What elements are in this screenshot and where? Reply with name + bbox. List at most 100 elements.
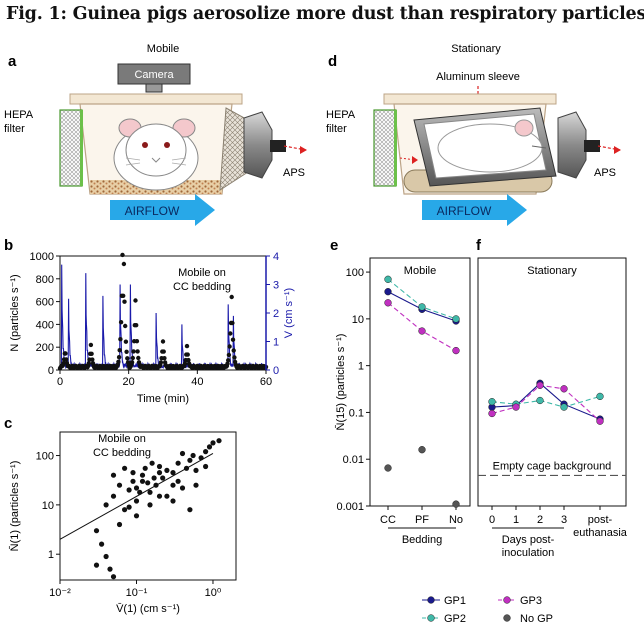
aps-label-d: APS xyxy=(594,167,616,179)
y-tick-label-e: 1 xyxy=(358,361,364,373)
annotation-c-1: Mobile on xyxy=(98,433,146,445)
series-point-e-gp3 xyxy=(384,299,392,307)
y-tick-label-b: 600 xyxy=(36,297,54,309)
series-point-f-gp3 xyxy=(512,403,520,411)
aps-label-a: APS xyxy=(283,167,305,179)
scatter-point-c xyxy=(206,444,213,450)
series-N-point xyxy=(182,361,188,366)
series-N-point xyxy=(226,352,232,358)
x-tick-label-c: 10⁻² xyxy=(49,587,71,599)
scatter-point-c xyxy=(156,493,163,499)
y-label-left-b: N (particles s⁻¹) xyxy=(9,274,21,351)
scatter-point-c xyxy=(190,452,196,459)
scatter-point-c xyxy=(149,460,155,466)
title-f: Stationary xyxy=(527,265,577,277)
scatter-point-c xyxy=(198,455,204,461)
y2-tick-label-b: 3 xyxy=(273,280,279,292)
scatter-point-c xyxy=(130,470,136,476)
series-N-point xyxy=(134,339,140,344)
scatter-point-c xyxy=(99,541,105,547)
series-N-point xyxy=(63,357,69,362)
plot-frame-e xyxy=(369,257,471,507)
scatter-point-c xyxy=(116,521,123,528)
series-N-point xyxy=(116,355,122,360)
series-N-point xyxy=(86,361,92,366)
legend-label-2: GP3 xyxy=(520,595,542,607)
series-N-point xyxy=(230,337,236,342)
series-point-f-gp2 xyxy=(596,392,604,401)
series-N-point xyxy=(232,355,237,360)
hepa-d-label-1: HEPA xyxy=(326,109,356,121)
x-tick-label-f: 1 xyxy=(513,514,519,526)
series-N-point xyxy=(118,337,123,342)
scatter-point-c xyxy=(103,502,109,508)
series-point-e-gp1 xyxy=(384,288,392,296)
series-N-point xyxy=(226,358,231,363)
scatter-point-c xyxy=(179,485,186,491)
x-tick-label-f: 3 xyxy=(561,514,567,526)
scatter-point-c xyxy=(175,460,181,466)
y-tick-label-e: 0.001 xyxy=(336,501,364,513)
scatter-point-c xyxy=(116,482,123,488)
scatter-point-c xyxy=(110,574,117,580)
series-point-f-gp3 xyxy=(560,385,568,393)
figure-title: Fig. 1: Guinea pigs aerosolize more dust… xyxy=(6,4,644,24)
scatter-point-c xyxy=(156,470,163,476)
series-line-e-gp2 xyxy=(387,278,457,320)
scatter-point-c xyxy=(187,507,193,513)
x-tick-label-f-post-1: post- xyxy=(588,514,613,526)
x-tick-label-e: CC xyxy=(380,514,396,526)
scatter-point-c xyxy=(137,489,143,495)
legend-label-3: No GP xyxy=(520,613,553,625)
series-point-e-no-gp xyxy=(418,446,426,454)
panel-e-letter: e xyxy=(330,237,338,254)
scatter-point-c xyxy=(107,566,113,572)
x-tick-label-e: No xyxy=(449,514,463,526)
scatter-point-c xyxy=(175,478,181,484)
scatter-point-c xyxy=(170,498,176,504)
legend: GP1 GP2 GP3 No GP xyxy=(422,595,553,625)
scatter-point-c xyxy=(142,465,148,471)
scatter-point-c xyxy=(139,478,146,484)
y-tick-label-b: 1000 xyxy=(30,251,54,263)
y-tick-label-b: 800 xyxy=(36,274,54,286)
series-point-f-gp2 xyxy=(536,396,544,405)
x-tick-label-f: 2 xyxy=(537,514,543,526)
x-tick-label-b: 20 xyxy=(123,376,135,388)
series-point-f-gp2 xyxy=(560,403,568,411)
y-tick-label-b: 400 xyxy=(36,319,54,331)
x-tick-label-b: 0 xyxy=(57,376,63,388)
scatter-point-c xyxy=(170,470,176,476)
y-tick-label-b: 200 xyxy=(36,342,54,354)
y-tick-label-e: 0.1 xyxy=(349,407,364,419)
series-N-point xyxy=(185,352,190,357)
series-line-f-gp1 xyxy=(491,382,601,420)
hepa-filter-icon xyxy=(59,109,83,187)
annotation-b-2: CC bedding xyxy=(173,281,231,293)
scatter-point-c xyxy=(122,507,128,513)
series-N-point xyxy=(123,323,128,329)
series-N-point xyxy=(89,351,94,356)
guinea-pig-icon xyxy=(113,118,199,191)
x-label-c: V̄(1) (cm s⁻¹) xyxy=(116,602,180,615)
scatter-point-c xyxy=(183,465,190,471)
y-tick-label-e: 10 xyxy=(352,314,364,326)
series-point-e-gp3 xyxy=(418,327,426,335)
x-tick-label-c: 10⁰ xyxy=(205,587,222,599)
series-point-f-gp2 xyxy=(488,398,496,406)
scatter-point-c xyxy=(126,487,132,493)
scatter-point-c xyxy=(103,553,109,560)
plot-frame-f xyxy=(477,257,627,507)
series-point-f-gp3 xyxy=(488,409,496,418)
group-label-e: Bedding xyxy=(402,534,442,546)
series-N-point xyxy=(125,356,130,361)
y-label-e: N̄(15) (particles s⁻¹) xyxy=(334,334,347,431)
panel-a: a Mobile Camera HEPA filter A xyxy=(4,43,307,226)
x-tick-label-b: 60 xyxy=(260,376,272,388)
legend-label-0: GP1 xyxy=(444,595,466,607)
series-point-e-gp2 xyxy=(452,315,460,323)
scatter-point-c xyxy=(122,465,128,471)
series-N-point xyxy=(161,349,166,354)
x-tick-label-e: PF xyxy=(415,514,429,526)
